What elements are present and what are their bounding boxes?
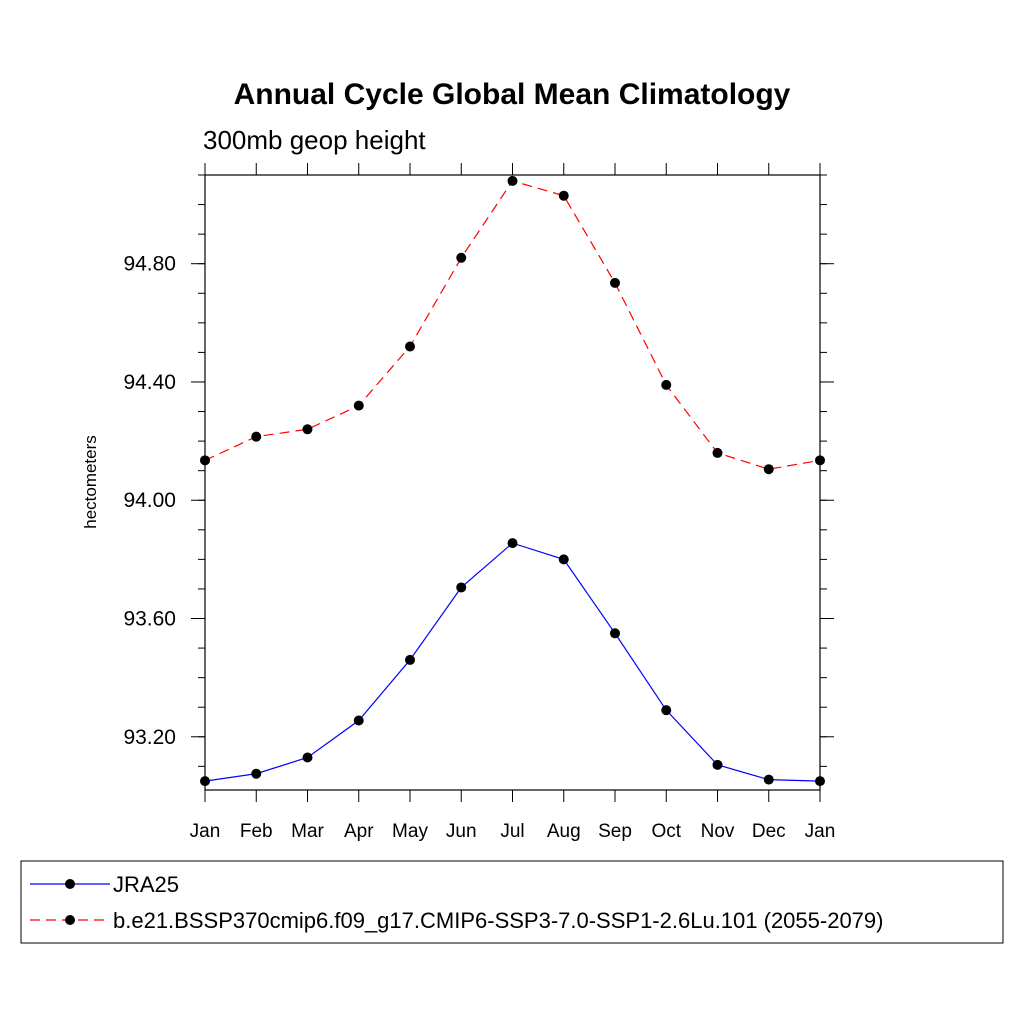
series-1-point — [661, 705, 672, 716]
series-2-point — [558, 190, 569, 201]
x-tick-label: Nov — [701, 821, 735, 842]
series-1-point — [558, 554, 569, 565]
series-2-point — [251, 431, 262, 442]
series-2-point — [610, 277, 620, 288]
y-tick-label: 94.00 — [123, 489, 176, 512]
series-line-2 — [204, 180, 821, 470]
x-tick-label: Apr — [344, 821, 374, 842]
y-tick-label: 93.20 — [123, 726, 176, 749]
legend-label-1: JRA25 — [113, 872, 179, 897]
legend: JRA25 b.e21.BSSP370cmip6.f09_g17.CMIP6-SS… — [30, 872, 883, 933]
x-tick-label: May — [392, 821, 428, 842]
x-tick-label: Oct — [651, 821, 681, 842]
series-layer — [200, 175, 825, 787]
series-2-point — [661, 379, 672, 390]
chart-title: Annual Cycle Global Mean Climatology — [234, 78, 791, 111]
chart-subtitle: 300mb geop height — [203, 125, 426, 155]
series-1-point — [763, 774, 774, 785]
legend-marker-2 — [65, 915, 75, 925]
series-2-point — [302, 424, 313, 435]
legend-box — [20, 860, 1004, 944]
x-tick-label: Aug — [547, 821, 581, 842]
series-2-point — [456, 252, 467, 263]
x-tick-label: Jun — [446, 821, 477, 842]
x-tick-label: Sep — [598, 821, 632, 842]
x-tick-label: Dec — [752, 821, 786, 842]
series-1-point — [405, 654, 415, 665]
series-1-point — [456, 582, 467, 593]
series-1-point — [302, 752, 313, 763]
x-tick-label: Mar — [291, 821, 324, 842]
series-line-1 — [204, 542, 821, 782]
series-1-point — [353, 715, 364, 726]
series-2-point — [200, 455, 210, 466]
plot-frame — [204, 174, 821, 791]
series-2-point — [763, 464, 774, 475]
y-axis-label: hectometers — [81, 435, 100, 529]
series-1-point — [610, 628, 620, 639]
series-2-point — [405, 341, 415, 352]
y-tick-label: 94.40 — [123, 371, 176, 394]
series-1-point — [712, 759, 723, 770]
legend-label-2: b.e21.BSSP370cmip6.f09_g17.CMIP6-SSP3-7.… — [113, 908, 883, 933]
axes: Jan Feb Mar Apr May Jun Jul Aug Sep Oct Nov Dec Jan 9… — [123, 163, 835, 842]
series-1-point — [251, 768, 262, 779]
x-tick-label: Jul — [500, 821, 524, 842]
y-tick-label: 94.80 — [123, 253, 176, 276]
x-tick-label: Feb — [240, 821, 273, 842]
series-1-point — [507, 538, 518, 549]
y-tick-label: 93.60 — [123, 608, 176, 631]
series-1-point — [815, 776, 825, 787]
x-tick-label: Jan — [805, 821, 836, 842]
series-2-point — [712, 447, 723, 458]
x-tick-label: Jan — [190, 821, 221, 842]
series-2-point — [815, 455, 825, 466]
series-2-point — [507, 175, 518, 186]
series-1-point — [200, 776, 210, 787]
legend-marker-1 — [65, 879, 75, 889]
series-2-point — [353, 400, 364, 411]
